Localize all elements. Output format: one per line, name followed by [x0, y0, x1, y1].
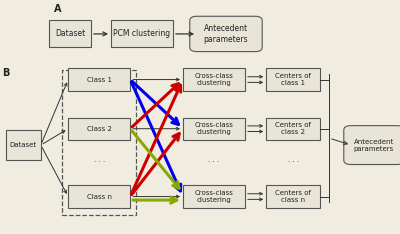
- Text: B: B: [2, 68, 9, 78]
- FancyBboxPatch shape: [183, 117, 245, 140]
- FancyBboxPatch shape: [190, 16, 262, 51]
- Text: Class n: Class n: [87, 194, 112, 200]
- FancyBboxPatch shape: [68, 185, 130, 208]
- Text: Centers of
class 1: Centers of class 1: [275, 73, 311, 86]
- FancyBboxPatch shape: [266, 68, 320, 91]
- Text: Cross-class
clustering: Cross-class clustering: [194, 122, 234, 135]
- Text: Centers of
class 2: Centers of class 2: [275, 122, 311, 135]
- Text: Centers of
class n: Centers of class n: [275, 190, 311, 203]
- Text: Antecedent
parameters: Antecedent parameters: [354, 139, 394, 152]
- FancyBboxPatch shape: [266, 185, 320, 208]
- Text: Cross-class
clustering: Cross-class clustering: [194, 73, 234, 86]
- FancyBboxPatch shape: [344, 126, 400, 165]
- FancyBboxPatch shape: [68, 117, 130, 140]
- FancyBboxPatch shape: [111, 20, 173, 47]
- Text: . . .: . . .: [288, 157, 299, 163]
- Text: . . .: . . .: [208, 157, 220, 163]
- FancyBboxPatch shape: [183, 68, 245, 91]
- Text: PCM clustering: PCM clustering: [114, 29, 170, 38]
- Text: Cross-class
clustering: Cross-class clustering: [194, 190, 234, 203]
- Text: Dataset: Dataset: [10, 142, 37, 148]
- FancyBboxPatch shape: [266, 117, 320, 140]
- Text: Antecedent
parameters: Antecedent parameters: [204, 24, 248, 44]
- Text: . . .: . . .: [94, 157, 105, 163]
- FancyBboxPatch shape: [183, 185, 245, 208]
- Text: Dataset: Dataset: [55, 29, 85, 38]
- FancyBboxPatch shape: [68, 68, 130, 91]
- Text: Class 2: Class 2: [87, 126, 112, 132]
- Text: A: A: [54, 4, 62, 14]
- FancyBboxPatch shape: [49, 20, 91, 47]
- Text: Class 1: Class 1: [87, 77, 112, 83]
- FancyBboxPatch shape: [6, 130, 41, 160]
- Bar: [62, 70, 136, 215]
